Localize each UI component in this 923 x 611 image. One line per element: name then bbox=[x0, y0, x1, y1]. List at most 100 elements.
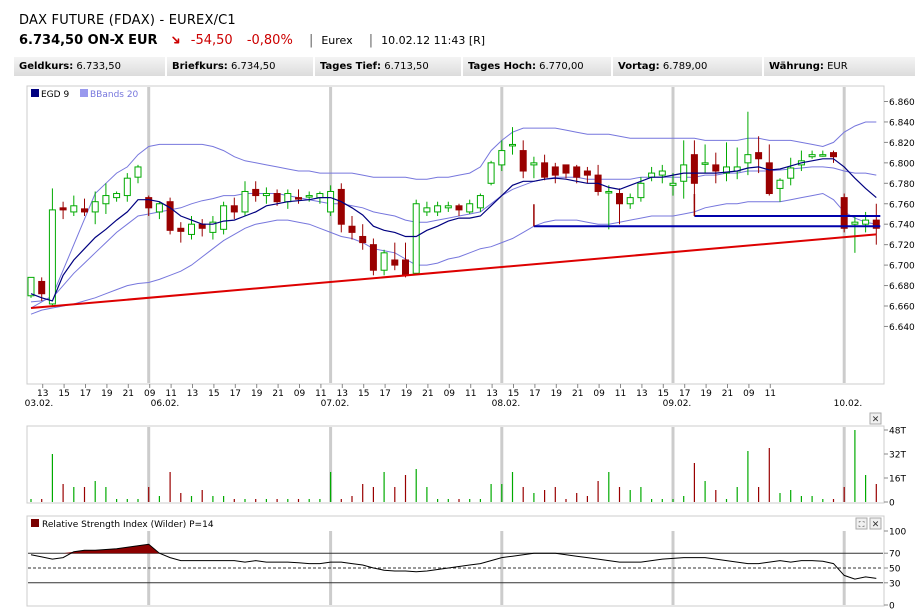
candle-body bbox=[102, 195, 110, 205]
volume-close-button[interactable]: ✕ bbox=[869, 412, 882, 425]
x-tick-label: 15 bbox=[208, 389, 219, 399]
candle-body bbox=[177, 227, 185, 232]
x-tick-label: 17 bbox=[379, 389, 390, 399]
instrument-title: DAX FUTURE (FDAX) - EUREX/C1 bbox=[19, 13, 236, 28]
candle-body bbox=[648, 172, 656, 178]
bband-upper bbox=[30, 121, 877, 309]
info-day-high-label: Tages Hoch: bbox=[468, 61, 536, 72]
candle-body bbox=[476, 195, 484, 209]
x-tick-label: 17 bbox=[529, 389, 540, 399]
session-separator bbox=[671, 427, 675, 502]
rsi-panel-frame bbox=[26, 515, 885, 607]
candle-body bbox=[145, 197, 153, 209]
info-ask-label: Briefkurs: bbox=[172, 61, 228, 72]
trend-line bbox=[30, 233, 877, 310]
x-tick-label: 15 bbox=[58, 389, 69, 399]
candle-body bbox=[455, 205, 463, 211]
legend-swatch-bbands bbox=[80, 89, 88, 97]
x-tick-label: 09 bbox=[743, 389, 755, 399]
y-tick-label: 6.740 bbox=[889, 221, 915, 231]
x-tick-label: 11 bbox=[165, 389, 176, 399]
x-tick-label: 09 bbox=[294, 389, 306, 399]
candle-body bbox=[583, 170, 591, 176]
candle-body bbox=[776, 179, 784, 189]
candle-body bbox=[851, 221, 859, 225]
candle-body bbox=[241, 190, 249, 213]
x-tick-label: 21 bbox=[123, 389, 134, 399]
x-tick-label: 11 bbox=[615, 389, 626, 399]
candle-body bbox=[690, 154, 698, 184]
rsi-close-button[interactable]: ✕ bbox=[869, 517, 882, 530]
x-tick-label: 17 bbox=[230, 389, 241, 399]
candle-body bbox=[669, 182, 677, 186]
info-day-low: Tages Tief: 6.713,50 bbox=[315, 57, 463, 76]
last-price: 6.734,50 ON-X bbox=[19, 33, 124, 48]
candle-body bbox=[755, 152, 763, 160]
candle-body bbox=[744, 154, 752, 164]
candle-body bbox=[273, 193, 281, 203]
x-tick-label: 13 bbox=[636, 389, 647, 399]
currency: EUR bbox=[128, 33, 158, 48]
x-tick-label: 13 bbox=[37, 389, 48, 399]
candle-body bbox=[70, 205, 78, 213]
bband-lower bbox=[30, 192, 877, 315]
candle-body bbox=[787, 167, 795, 179]
y-tick-label: 48T bbox=[889, 427, 906, 437]
session-separator bbox=[842, 427, 846, 502]
candle-body bbox=[81, 208, 88, 213]
rsi-panel: Relative Strength Index (Wilder) P=14 10… bbox=[26, 515, 906, 611]
legend-egd: EGD 9 bbox=[41, 90, 69, 100]
y-tick-label: 70 bbox=[889, 550, 901, 560]
info-bar: Geldkurs: 6.733,50 Briefkurs: 6.734,50 T… bbox=[14, 57, 917, 76]
y-tick-label: 50 bbox=[889, 565, 901, 575]
candle-body bbox=[541, 162, 549, 178]
candle-body bbox=[509, 143, 516, 147]
info-bid-label: Geldkurs: bbox=[19, 61, 74, 72]
candle-body bbox=[551, 166, 559, 176]
info-day-high-value: 6.770,00 bbox=[539, 61, 584, 72]
y-tick-label: 6.840 bbox=[889, 118, 915, 128]
session-separator bbox=[671, 87, 675, 383]
candle-body bbox=[252, 188, 260, 197]
candle-body bbox=[369, 244, 377, 271]
session-separator bbox=[147, 87, 151, 383]
info-prev-close-label: Vortag: bbox=[618, 61, 660, 72]
candle-body bbox=[530, 162, 538, 166]
candle-body bbox=[723, 166, 730, 174]
x-tick-label: 21 bbox=[272, 389, 283, 399]
candle-body bbox=[519, 150, 527, 172]
rsi-line bbox=[30, 543, 877, 580]
y-tick-label: 6.860 bbox=[889, 98, 915, 108]
rsi-expand-button[interactable]: ⛶ bbox=[855, 517, 868, 530]
y-tick-label: 30 bbox=[889, 579, 901, 589]
candle-body bbox=[840, 197, 848, 229]
change-absolute: -54,50 bbox=[190, 33, 233, 48]
x-tick-label: 15 bbox=[658, 389, 669, 399]
candle-body bbox=[327, 190, 335, 213]
candle-body bbox=[38, 280, 46, 295]
date-label: 08.02. bbox=[492, 399, 521, 409]
date-label: 07.02. bbox=[321, 399, 350, 409]
candle-body bbox=[498, 150, 506, 166]
info-ask: Briefkurs: 6.734,50 bbox=[167, 57, 315, 76]
candle-body bbox=[262, 193, 270, 197]
info-day-low-value: 6.713,50 bbox=[384, 61, 429, 72]
y-tick-label: 32T bbox=[889, 451, 906, 461]
price-panel-frame bbox=[26, 85, 885, 385]
x-tick-label: 13 bbox=[187, 389, 198, 399]
candle-body bbox=[765, 162, 773, 195]
candle-body bbox=[605, 190, 613, 194]
candle-body bbox=[337, 188, 345, 225]
candle-body bbox=[284, 193, 292, 203]
candle-body bbox=[862, 219, 870, 225]
candle-body bbox=[466, 203, 474, 213]
candle-body bbox=[412, 203, 420, 274]
info-bid-value: 6.733,50 bbox=[76, 61, 121, 72]
x-tick-label: 17 bbox=[679, 389, 690, 399]
info-prev-close: Vortag: 6.789,00 bbox=[613, 57, 764, 76]
close-icon: ✕ bbox=[872, 415, 880, 425]
date-label: 10.02. bbox=[834, 399, 863, 409]
candle-body bbox=[423, 207, 431, 213]
candle-body bbox=[487, 162, 495, 184]
